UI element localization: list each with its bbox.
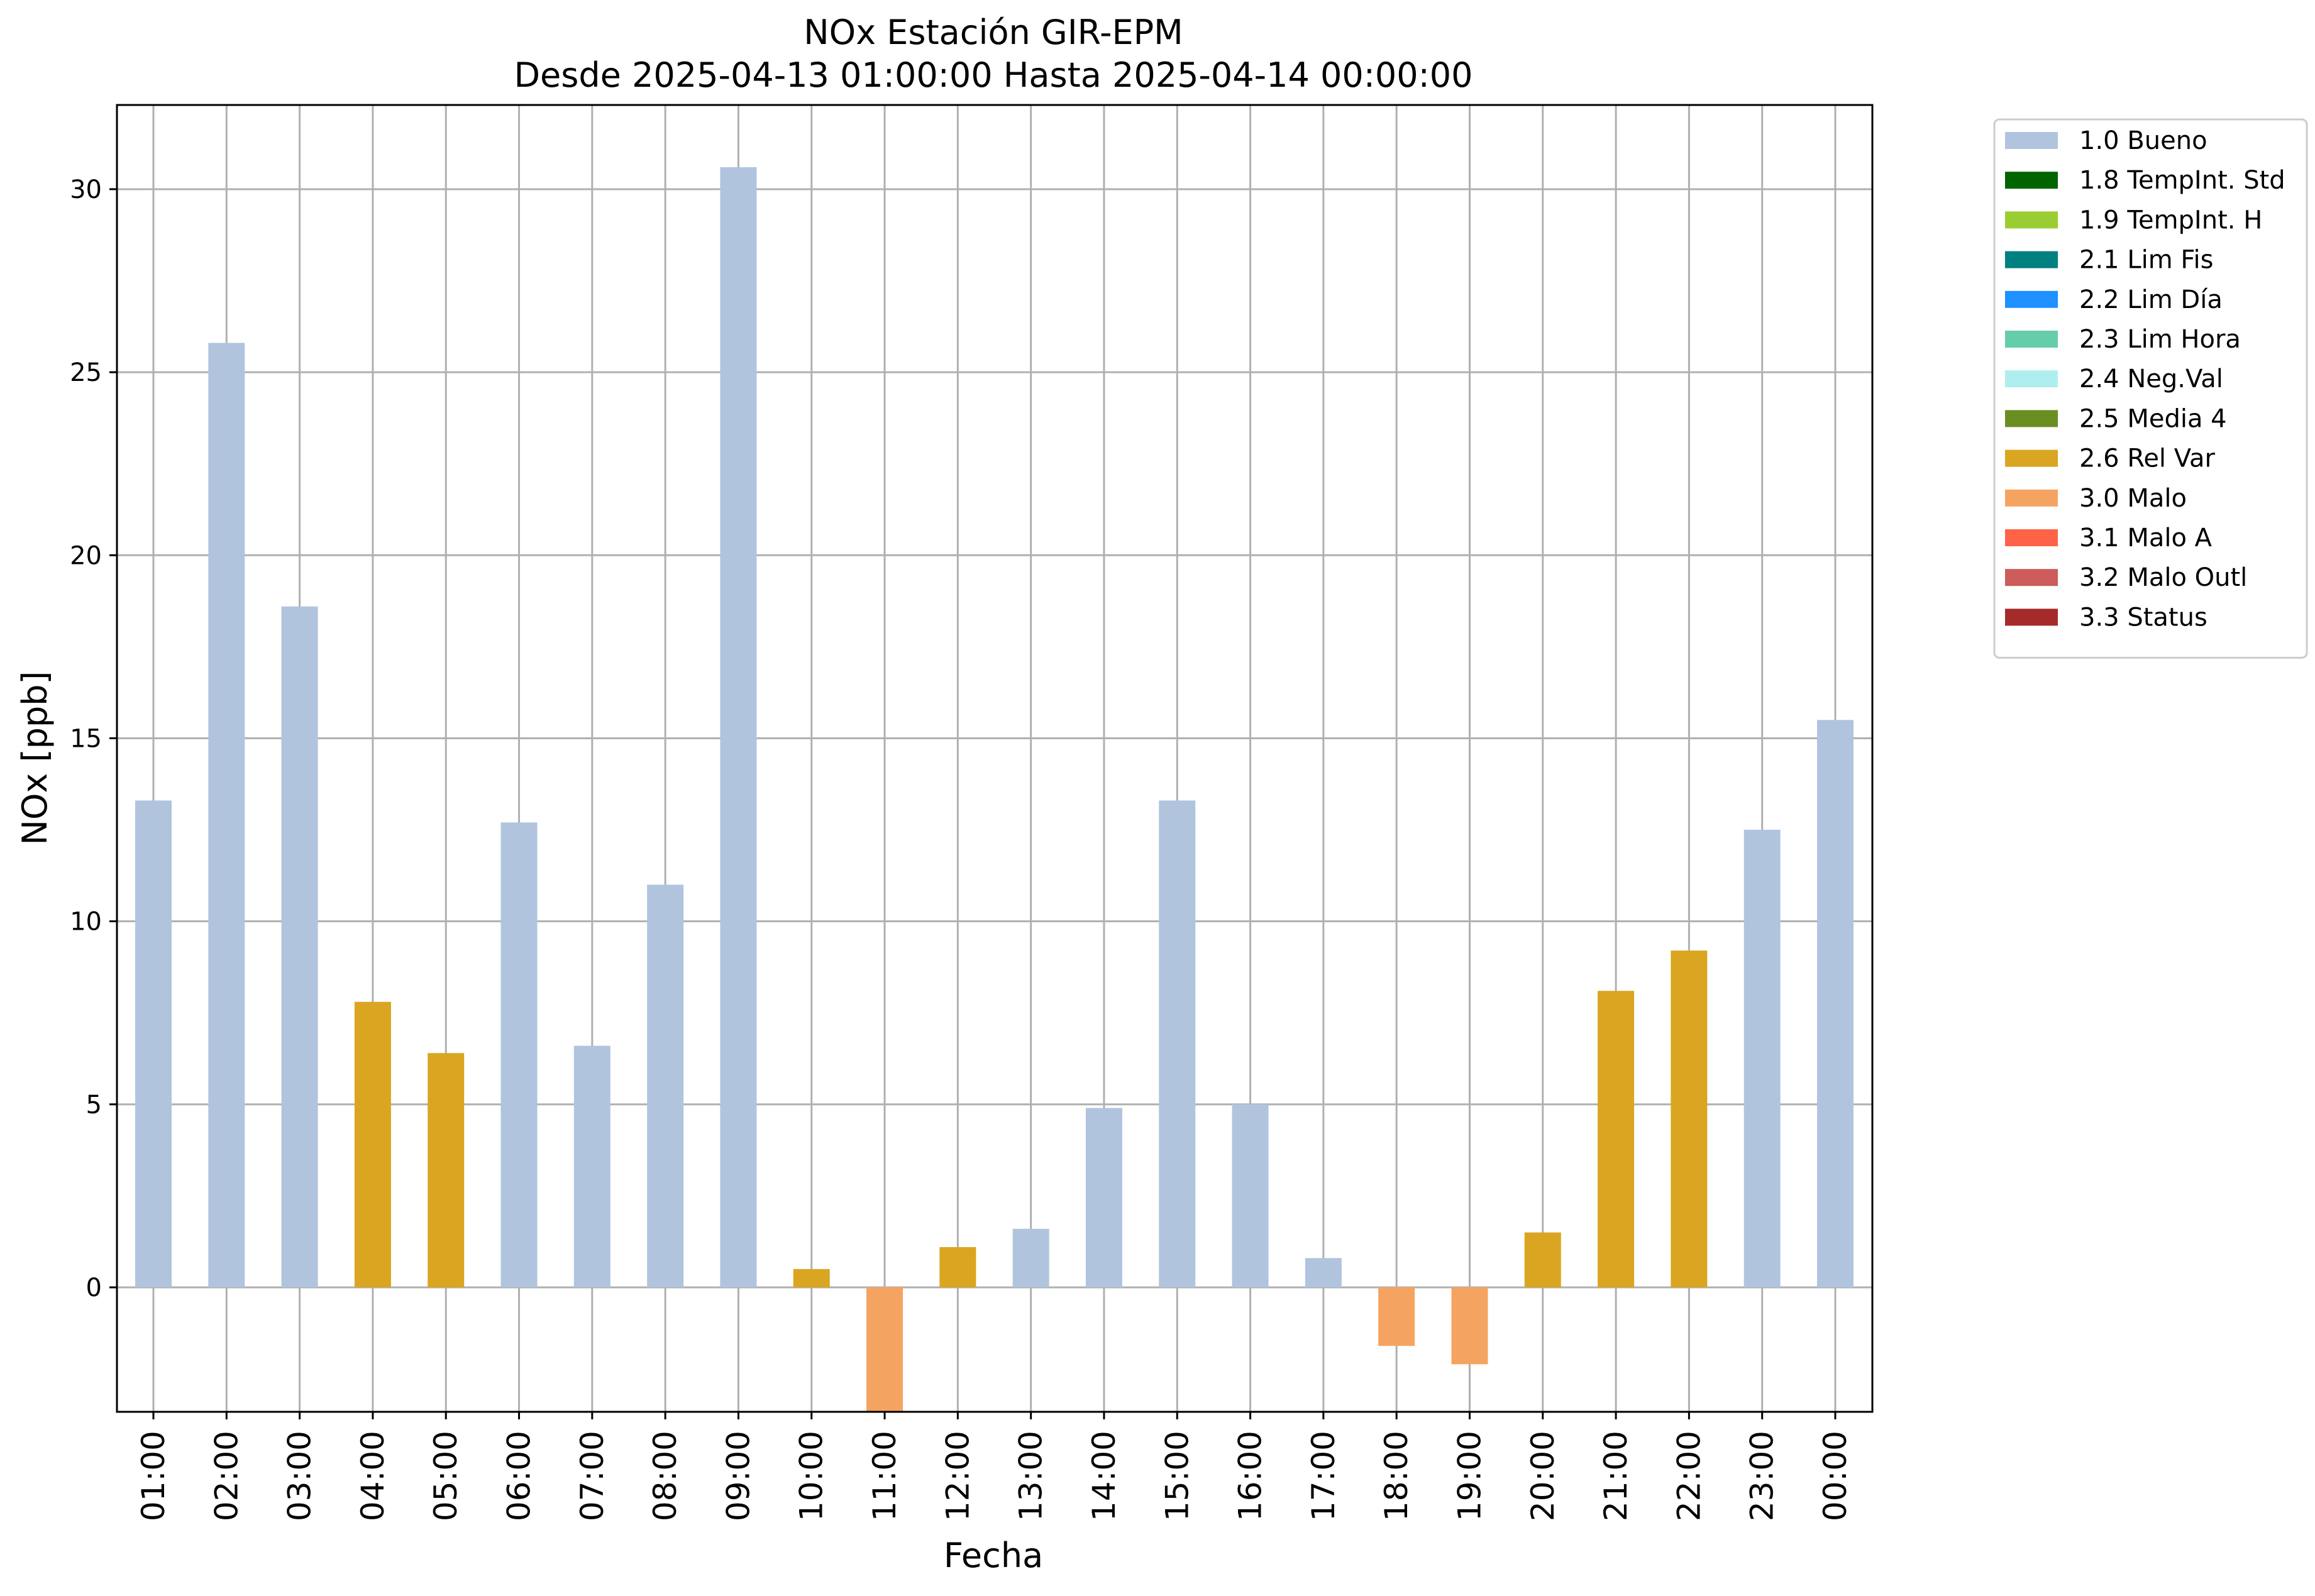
- x-tick-label: 11:00: [866, 1431, 903, 1521]
- x-tick-label: 19:00: [1451, 1431, 1488, 1521]
- legend-entry: 3.0 Malo: [2079, 484, 2187, 513]
- bar: [135, 800, 172, 1287]
- x-tick-label: 16:00: [1232, 1431, 1269, 1521]
- legend-entry: 2.4 Neg.Val: [2079, 365, 2223, 393]
- chart-subtitle: Desde 2025-04-13 01:00:00 Hasta 2025-04-…: [514, 55, 1472, 95]
- bar: [500, 822, 538, 1287]
- chart-title: NOx Estación GIR-EPM: [804, 13, 1183, 52]
- bar: [1085, 1108, 1122, 1287]
- bar: [1305, 1258, 1342, 1287]
- bar: [281, 606, 318, 1288]
- bar: [1817, 720, 1854, 1287]
- x-tick-label: 21:00: [1598, 1431, 1634, 1521]
- x-tick-label: 15:00: [1159, 1431, 1195, 1521]
- y-tick-label: 5: [86, 1091, 102, 1120]
- legend-swatch: [2005, 449, 2058, 467]
- x-tick-label: 14:00: [1086, 1431, 1122, 1521]
- bar: [720, 167, 757, 1287]
- y-tick-label: 0: [86, 1274, 102, 1302]
- y-axis-label: NOx [ppb]: [15, 671, 55, 845]
- legend-entry: 3.2 Malo Outl: [2079, 563, 2247, 592]
- legend-swatch: [2005, 251, 2058, 268]
- x-tick-label: 17:00: [1305, 1431, 1342, 1521]
- bar: [1159, 800, 1196, 1287]
- x-axis-label: Fecha: [944, 1536, 1043, 1575]
- bar: [354, 1001, 391, 1287]
- legend-swatch: [2005, 410, 2058, 427]
- bar: [1012, 1228, 1049, 1287]
- legend-swatch: [2005, 489, 2058, 507]
- legend-swatch: [2005, 331, 2058, 348]
- legend-swatch: [2005, 569, 2058, 586]
- y-tick-label: 30: [70, 175, 102, 204]
- y-tick-label: 15: [70, 724, 102, 753]
- legend-swatch: [2005, 172, 2058, 189]
- x-tick-label: 22:00: [1671, 1431, 1707, 1521]
- bar: [1598, 991, 1635, 1287]
- x-tick-label: 04:00: [355, 1431, 391, 1521]
- legend-entry: 1.8 TempInt. Std: [2079, 166, 2285, 195]
- legend-swatch: [2005, 608, 2058, 626]
- legend-swatch: [2005, 211, 2058, 229]
- legend-entry: 3.3 Status: [2079, 603, 2207, 632]
- x-tick-label: 18:00: [1378, 1431, 1415, 1521]
- bar: [866, 1287, 903, 1412]
- legend-swatch: [2005, 529, 2058, 546]
- bar: [647, 884, 684, 1287]
- x-tick-label: 07:00: [574, 1431, 611, 1521]
- bar: [1671, 950, 1708, 1287]
- legend-entry: 1.9 TempInt. H: [2079, 206, 2262, 234]
- legend-swatch: [2005, 370, 2058, 388]
- x-tick-label: 08:00: [647, 1431, 683, 1521]
- plot-frame: [116, 104, 1874, 1413]
- bar-layer: [135, 167, 1854, 1412]
- bar: [1524, 1232, 1561, 1287]
- bar: [939, 1247, 976, 1287]
- x-tick-label: 01:00: [135, 1431, 172, 1521]
- x-tick-label: 12:00: [939, 1431, 976, 1521]
- bar: [1232, 1104, 1269, 1287]
- bar: [208, 343, 245, 1287]
- x-tick-label: 23:00: [1744, 1431, 1781, 1521]
- bar: [573, 1045, 611, 1287]
- bar: [428, 1053, 465, 1287]
- legend: 1.0 Bueno 1.8 TempInt. Std 1.9 TempInt. H 2…: [1993, 118, 2308, 659]
- legend-entry: 1.0 Bueno: [2079, 126, 2207, 155]
- x-tick-label: 06:00: [501, 1431, 538, 1521]
- x-tick-label: 00:00: [1817, 1431, 1854, 1521]
- legend-entry: 2.6 Rel Var: [2079, 444, 2216, 473]
- legend-swatch: [2005, 290, 2058, 308]
- x-tick-label: 10:00: [793, 1431, 830, 1521]
- y-axis: 0 5 10 15 20 25 30: [70, 175, 117, 1302]
- bar: [1378, 1287, 1415, 1346]
- legend-entry: 2.1 Lim Fis: [2079, 246, 2213, 275]
- y-tick-label: 10: [70, 908, 102, 937]
- bar: [1743, 830, 1781, 1287]
- x-tick-label: 20:00: [1525, 1431, 1561, 1521]
- x-tick-label: 03:00: [282, 1431, 318, 1521]
- bar: [793, 1269, 830, 1287]
- y-tick-label: 20: [70, 541, 102, 570]
- y-tick-label: 25: [70, 358, 102, 387]
- bar: [1451, 1287, 1488, 1365]
- x-tick-label: 09:00: [720, 1431, 756, 1521]
- legend-frame: [1993, 118, 2308, 659]
- legend-entry: 2.3 Lim Hora: [2079, 325, 2241, 354]
- legend-swatch: [2005, 132, 2058, 149]
- x-tick-label: 13:00: [1013, 1431, 1049, 1521]
- legend-entry: 3.1 Malo A: [2079, 524, 2213, 553]
- legend-entry: 2.5 Media 4: [2079, 404, 2227, 433]
- x-tick-label: 05:00: [428, 1431, 464, 1521]
- x-tick-label: 02:00: [208, 1431, 245, 1521]
- x-axis: 01:00 02:00 03:00 04:00 05:00 06:00 07:00 08:00…: [135, 1412, 1854, 1521]
- legend-entry: 2.2 Lim Día: [2079, 285, 2223, 314]
